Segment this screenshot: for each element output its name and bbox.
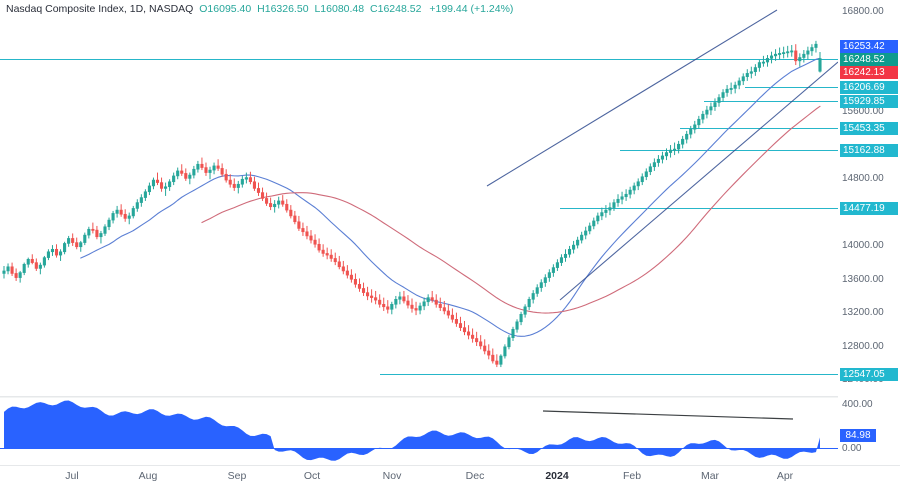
price-axis-badge[interactable]: 15929.85 (840, 95, 898, 108)
time-axis[interactable]: Jul Aug Sep Oct Nov Dec 2024 Feb Mar Apr (0, 466, 900, 486)
chart-legend: Nasdaq Composite Index, 1D, NASDAQ O1609… (6, 2, 513, 16)
price-axis-tick: 14000.00 (842, 240, 884, 251)
price-axis-tick: 12800.00 (842, 341, 884, 352)
change-value: +199.44 (+1.24%) (429, 3, 514, 15)
oscillator-axis-tick: 400.00 (842, 399, 873, 410)
price-axis-tick: 15600.00 (842, 106, 884, 117)
time-axis-separator (0, 465, 900, 466)
price-axis-badge[interactable]: 15162.88 (840, 144, 898, 157)
low-value: L16080.48 (314, 3, 365, 15)
price-axis-tick: 14800.00 (842, 173, 884, 184)
time-axis-tick: Dec (465, 470, 485, 482)
price-axis-badge[interactable]: 16253.42 (840, 40, 898, 53)
price-axis-badge[interactable]: 15453.35 (840, 122, 898, 135)
price-axis-badge[interactable]: 14477.19 (840, 202, 898, 215)
symbol-label[interactable]: Nasdaq Composite Index, 1D, NASDAQ (6, 3, 194, 15)
time-axis-tick: Mar (700, 470, 720, 482)
oscillator-value-badge[interactable]: 84.98 (840, 429, 876, 442)
open-value: O16095.40 (199, 3, 252, 15)
oscillator-pane[interactable] (0, 397, 838, 465)
time-axis-tick: Sep (227, 470, 247, 482)
time-axis-tick: Feb (622, 470, 642, 482)
price-plot (0, 9, 838, 375)
close-value: C16248.52 (370, 3, 422, 15)
price-axis-badge[interactable]: 12547.05 (840, 368, 898, 381)
oscillator-axis-tick: 0.00 (842, 443, 862, 454)
price-axis-badge[interactable]: 16242.13 (840, 66, 898, 79)
time-axis-tick: Aug (138, 470, 158, 482)
price-axis-badge[interactable]: 16206.69 (840, 81, 898, 94)
price-axis-badge[interactable]: 16248.52 (840, 53, 898, 66)
time-axis-tick: Oct (303, 470, 321, 482)
price-axis-tick: 16800.00 (842, 6, 884, 17)
time-axis-tick: Apr (776, 470, 794, 482)
price-axis[interactable]: 16800.0015600.0014800.0014400.0014000.00… (838, 0, 900, 465)
time-axis-tick: Jul (65, 470, 79, 482)
price-pane[interactable] (0, 0, 838, 396)
price-axis-tick: 13200.00 (842, 307, 884, 318)
high-value: H16326.50 (257, 3, 309, 15)
time-axis-tick: Nov (382, 470, 402, 482)
time-axis-tick: 2024 (545, 470, 569, 482)
oscillator-plot (0, 397, 838, 461)
price-axis-tick: 13600.00 (842, 274, 884, 285)
